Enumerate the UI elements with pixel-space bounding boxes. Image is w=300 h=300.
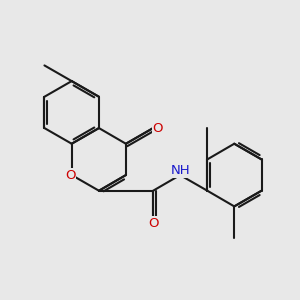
Text: NH: NH [170,164,190,177]
Text: O: O [65,169,75,182]
Text: O: O [148,217,158,230]
Text: O: O [153,122,163,135]
